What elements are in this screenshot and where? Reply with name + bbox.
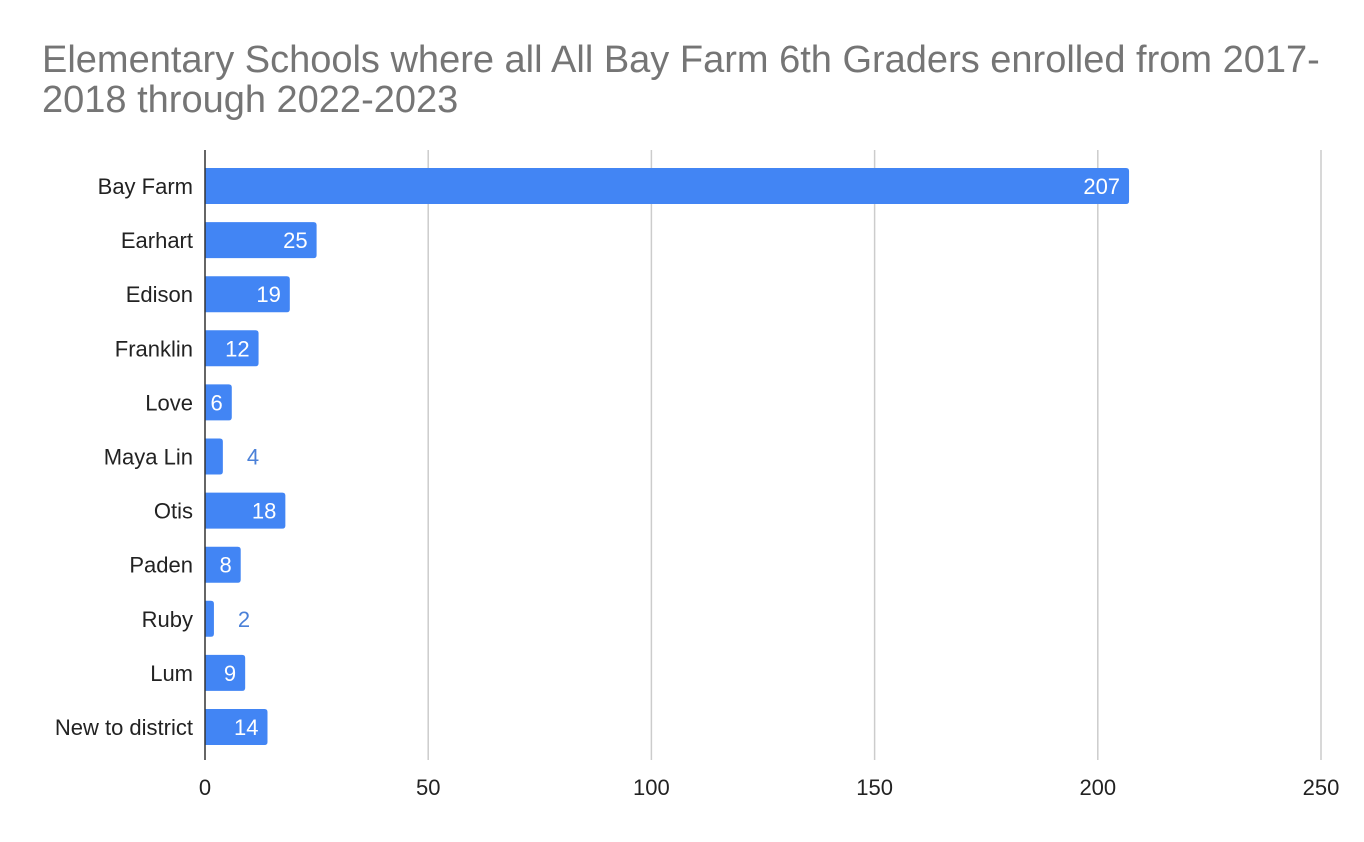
category-label: Paden [129,553,193,578]
data-label: 19 [256,282,280,307]
category-label: Edison [126,282,193,307]
category-label: Love [145,390,193,415]
gridlines [427,150,1322,760]
bar-otis [205,492,286,529]
bar-franklin [205,330,259,367]
x-tick-label: 150 [856,775,893,800]
data-label: 25 [283,228,307,253]
x-tick-label: 100 [633,775,670,800]
category-label: Franklin [115,336,193,361]
category-label: Bay Farm [98,174,193,199]
category-label: New to district [55,715,193,740]
data-label: 12 [225,336,249,361]
bar-love [205,384,232,421]
bar-paden [205,546,241,583]
labels: 0 50 100 150 200 250 Bay Farm 207 Earhart 25 Ediso… [55,174,1340,800]
data-label: 4 [247,445,259,470]
bars [205,168,1130,745]
bar-maya-lin [205,438,223,475]
data-label: 207 [1083,174,1120,199]
bar-new-to-district [205,709,268,745]
chart-title: Elementary Schools where all All Bay Far… [42,39,1320,121]
bar-lum [205,654,246,691]
bar-bay-farm [205,168,1130,204]
data-label: 2 [238,607,250,632]
data-label: 18 [252,499,276,524]
x-tick-label: 50 [416,775,440,800]
data-label: 9 [224,661,236,686]
category-label: Lum [150,661,193,686]
data-label: 6 [211,390,223,415]
x-tick-label: 250 [1303,775,1340,800]
category-label: Ruby [142,607,193,632]
bar-edison [205,276,290,313]
category-label: Earhart [121,228,193,253]
data-label: 14 [234,715,258,740]
category-label: Maya Lin [104,445,193,470]
bar-ruby [205,600,214,637]
category-label: Otis [154,499,193,524]
x-tick-label: 200 [1079,775,1116,800]
data-label: 8 [219,553,231,578]
bar-earhart [205,222,317,259]
x-tick-label: 0 [199,775,211,800]
